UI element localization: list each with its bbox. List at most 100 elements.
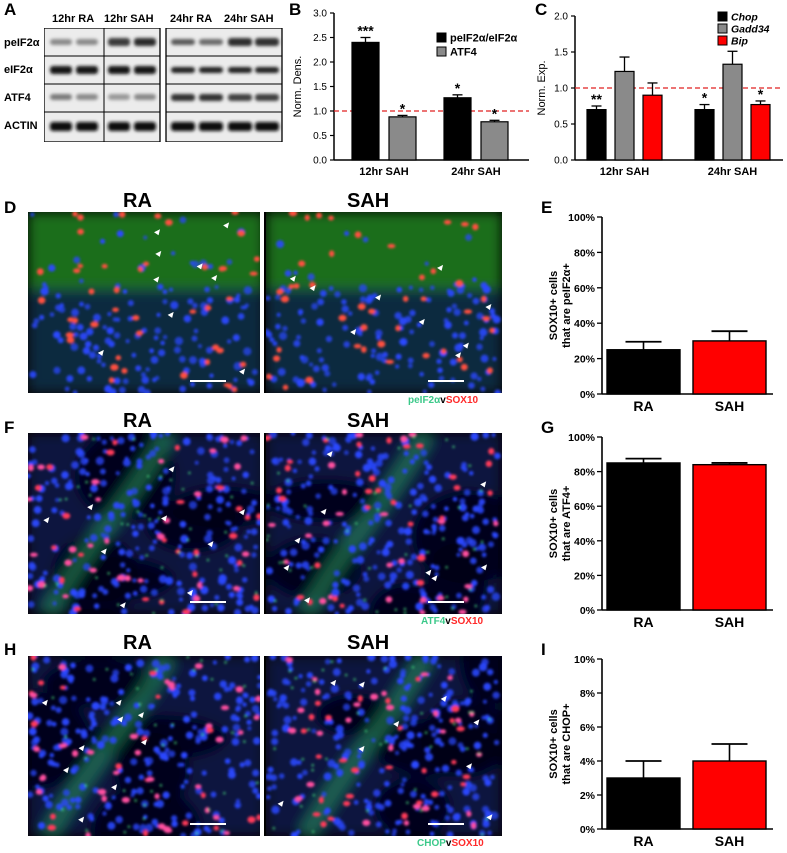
bar bbox=[692, 463, 767, 611]
significance-mark: * bbox=[400, 100, 406, 116]
micro-d-caption-marker-b: SOX10 bbox=[445, 395, 479, 406]
micro-d-caption-marker-a: peIF2α bbox=[408, 395, 441, 406]
y-tick-label: 60% bbox=[574, 283, 596, 295]
arrowhead bbox=[320, 508, 327, 515]
y-axis-title: that are peIF2α+ bbox=[561, 263, 573, 348]
y-axis-title: Norm. Exp. bbox=[536, 60, 548, 115]
micro-ra-field bbox=[28, 212, 260, 393]
arrowhead bbox=[78, 816, 85, 823]
arrowhead bbox=[117, 716, 124, 723]
arrowhead bbox=[455, 352, 462, 359]
chart-i: 0% 2% 4% 6% 8% 10% SOX10+ cells that are CHOP+ R… bbox=[548, 654, 773, 849]
y-axis-title: SOX10+ cells bbox=[548, 489, 560, 558]
micro-sah-field bbox=[266, 433, 502, 614]
micro-f-caption: ATF4vSOX10 bbox=[421, 616, 483, 627]
y-tick-label: 8% bbox=[580, 688, 596, 700]
x-tick-label: 24hr SAH bbox=[451, 166, 501, 178]
y-tick-label: 60% bbox=[574, 501, 596, 513]
x-tick-label: 12hr SAH bbox=[600, 166, 650, 178]
arrowhead bbox=[309, 285, 316, 292]
arrowhead bbox=[418, 318, 425, 325]
micro-f-image bbox=[28, 433, 502, 614]
arrowhead bbox=[480, 564, 487, 571]
y-tick-label: 100% bbox=[568, 212, 596, 224]
legend-swatch bbox=[436, 46, 447, 57]
arrowhead bbox=[375, 294, 382, 301]
y-tick-label: 0.5 bbox=[554, 120, 568, 131]
arrowhead bbox=[137, 712, 144, 719]
bar bbox=[694, 108, 715, 161]
arrowhead bbox=[154, 229, 161, 236]
arrowhead bbox=[462, 342, 469, 349]
y-tick-label: 0% bbox=[580, 824, 596, 836]
blot-row-label-actin: ACTIN bbox=[4, 120, 38, 132]
y-tick-label: 2.5 bbox=[313, 33, 327, 44]
arrowhead bbox=[431, 575, 438, 582]
arrowhead bbox=[440, 695, 447, 702]
chart-g: 0% 20% 40% 60% 80% 100% SOX10+ cells that are A… bbox=[548, 432, 773, 630]
micro-h-caption-marker-a: CHOP bbox=[417, 838, 446, 849]
micro-sah-field bbox=[266, 656, 502, 836]
arrowhead bbox=[485, 303, 492, 310]
arrowhead bbox=[119, 602, 126, 609]
micro-f-title-sah: SAH bbox=[347, 410, 390, 432]
y-tick-label: 0.0 bbox=[313, 156, 327, 167]
x-tick-label: RA bbox=[633, 614, 653, 630]
blot-row-label-peif2a: peIF2α bbox=[4, 37, 40, 49]
image-divider bbox=[260, 433, 264, 614]
y-axis-title: that are CHOP+ bbox=[561, 704, 573, 785]
arrowhead bbox=[465, 763, 472, 770]
arrowhead bbox=[43, 517, 50, 524]
micro-ra-field bbox=[28, 433, 260, 614]
panel-letter-c: C bbox=[535, 0, 548, 19]
bar bbox=[606, 349, 681, 395]
y-axis-title: Norm. Dens. bbox=[292, 56, 304, 118]
y-tick-label: 80% bbox=[574, 467, 596, 479]
bar bbox=[351, 41, 380, 161]
micro-h-image bbox=[28, 656, 502, 836]
arrowhead bbox=[111, 784, 118, 791]
micro-f-caption-v: v bbox=[445, 616, 451, 627]
micro-h-title-sah: SAH bbox=[347, 632, 390, 654]
arrowhead bbox=[238, 509, 245, 516]
x-tick-label: RA bbox=[633, 398, 653, 414]
significance-mark: * bbox=[492, 105, 498, 121]
arrowhead bbox=[326, 451, 333, 458]
bar bbox=[586, 108, 607, 161]
y-axis-title: that are ATF4+ bbox=[561, 486, 573, 562]
arrowhead bbox=[115, 699, 122, 706]
arrowhead bbox=[153, 276, 160, 283]
bar bbox=[443, 97, 472, 161]
lane-label-24hr-ra: 24hr RA bbox=[170, 13, 213, 25]
x-tick-label: SAH bbox=[715, 398, 745, 414]
y-tick-label: 0% bbox=[580, 605, 596, 617]
significance-mark: * bbox=[758, 86, 764, 102]
y-tick-label: 4% bbox=[580, 756, 596, 768]
legend-swatch bbox=[717, 35, 728, 46]
significance-mark: * bbox=[702, 90, 708, 106]
micro-h-title-ra: RA bbox=[123, 632, 152, 654]
arrowhead bbox=[97, 349, 104, 356]
y-tick-label: 0.5 bbox=[313, 131, 327, 142]
legend-swatch bbox=[717, 23, 728, 34]
y-tick-label: 20% bbox=[574, 570, 596, 582]
arrowhead bbox=[393, 721, 400, 728]
bar bbox=[388, 116, 417, 161]
arrowhead bbox=[283, 564, 290, 571]
arrowhead bbox=[358, 745, 365, 752]
micro-d-image bbox=[28, 212, 502, 393]
bar bbox=[692, 760, 767, 830]
bar bbox=[606, 462, 681, 611]
arrowhead bbox=[425, 569, 432, 576]
micro-h-caption: CHOPvSOX10 bbox=[417, 838, 484, 849]
arrowhead bbox=[63, 767, 70, 774]
y-tick-label: 40% bbox=[574, 318, 596, 330]
arrowhead bbox=[100, 548, 107, 555]
lane-label-12hr-sah: 12hr SAH bbox=[104, 13, 154, 25]
y-axis-title: SOX10+ cells bbox=[548, 271, 560, 340]
legend-label: peIF2α/eIF2α bbox=[450, 33, 518, 45]
arrowhead bbox=[239, 368, 246, 375]
arrowhead bbox=[78, 745, 85, 752]
